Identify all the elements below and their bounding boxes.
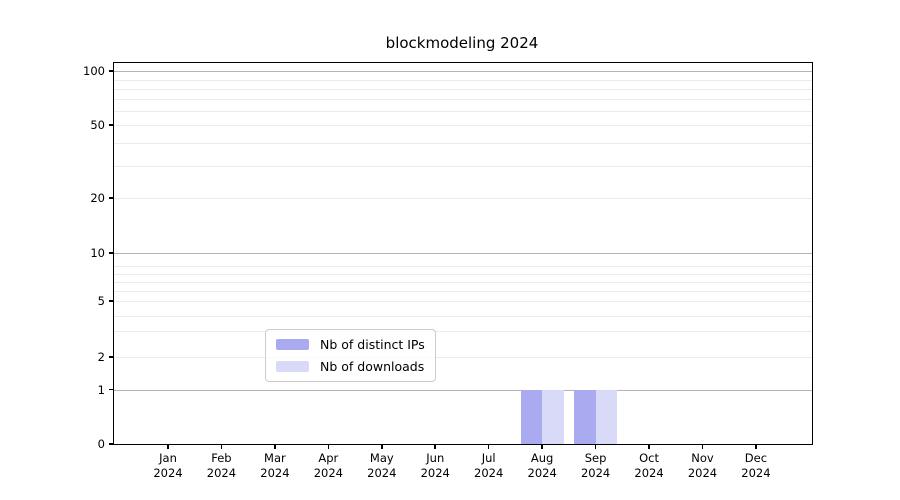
y-tick-mark — [109, 252, 114, 254]
legend-label-downloads: Nb of downloads — [320, 359, 425, 374]
x-tick-mark — [327, 444, 330, 449]
gridline-minor — [114, 274, 812, 275]
y-tick-mark — [109, 443, 114, 445]
x-tick-mark — [648, 444, 650, 449]
gridline-minor — [114, 357, 812, 358]
y-tick-label: 10 — [90, 246, 105, 260]
gridline-minor — [114, 89, 812, 90]
x-tick-label: Feb 2024 — [206, 451, 237, 480]
x-tick-mark — [755, 444, 757, 449]
y-tick-label: 2 — [97, 350, 105, 364]
y-tick-label: 100 — [83, 64, 105, 78]
y-tick-label: 50 — [90, 118, 105, 132]
gridline-minor — [114, 99, 812, 100]
gridline-minor — [114, 166, 812, 167]
y-tick-label: 20 — [90, 191, 105, 205]
x-tick-label: Nov 2024 — [687, 451, 718, 480]
gridline-minor — [114, 266, 812, 267]
x-tick-mark — [594, 444, 597, 449]
gridline-major — [114, 389, 812, 391]
legend: Nb of distinct IPs Nb of downloads — [265, 329, 436, 382]
x-tick-label: Jan 2024 — [153, 451, 183, 480]
gridline-minor — [114, 316, 812, 317]
gridline-minor — [114, 301, 812, 302]
y-tick-mark — [109, 356, 114, 358]
bar-distinct-ips — [520, 389, 543, 444]
x-tick-label: Apr 2024 — [313, 451, 343, 480]
x-tick-mark — [274, 444, 276, 449]
gridline-minor — [114, 291, 812, 292]
x-tick-label: Dec 2024 — [741, 451, 771, 480]
gridline-major — [114, 71, 812, 72]
legend-item-downloads: Nb of downloads — [276, 359, 425, 374]
x-tick-mark — [167, 444, 169, 449]
gridline-minor — [114, 125, 812, 126]
legend-item-distinct-ips: Nb of distinct IPs — [276, 337, 425, 352]
y-tick-mark — [109, 388, 114, 391]
gridline-minor — [114, 111, 812, 112]
gridline-minor — [114, 80, 812, 81]
x-tick-label: May 2024 — [367, 451, 397, 480]
bar-distinct-ips — [574, 389, 596, 444]
y-tick-label: 1 — [97, 382, 105, 397]
x-tick-mark — [220, 444, 223, 449]
x-tick-label: Mar 2024 — [260, 451, 290, 480]
gridline-minor — [114, 143, 812, 144]
x-tick-mark — [381, 444, 383, 449]
plot-area: 0 1 2 5 10 20 50 100 Jan 2024 Feb 2024 Mar 2024 Apr 202… — [83, 62, 813, 480]
y-tick-label: 0 — [97, 437, 105, 451]
y-tick-mark — [109, 197, 114, 199]
legend-swatch-distinct-ips — [276, 339, 309, 350]
gridline-major — [114, 253, 812, 254]
gridline-minor — [114, 282, 812, 283]
x-tick-label: Jul 2024 — [474, 451, 504, 480]
x-tick-label: Jun 2024 — [420, 451, 450, 480]
x-tick-mark — [541, 444, 543, 449]
y-tick-label: 5 — [97, 294, 105, 308]
legend-label-distinct-ips: Nb of distinct IPs — [320, 337, 425, 352]
x-tick-mark — [434, 444, 437, 449]
y-tick-mark — [109, 70, 114, 72]
gridline-minor — [114, 331, 812, 332]
x-tick-label: Oct 2024 — [634, 451, 664, 480]
bar-downloads — [595, 389, 618, 444]
y-tick-mark — [109, 124, 114, 126]
x-tick-mark — [487, 444, 490, 449]
x-tick-label: Sep 2024 — [580, 451, 611, 480]
gridline-minor — [114, 198, 812, 199]
chart-title: blockmodeling 2024 — [385, 34, 539, 52]
legend-swatch-downloads — [276, 361, 309, 372]
bar-downloads — [542, 389, 564, 444]
x-tick-label: Aug 2024 — [527, 451, 557, 480]
y-tick-mark — [109, 300, 114, 302]
x-tick-mark — [701, 444, 704, 449]
